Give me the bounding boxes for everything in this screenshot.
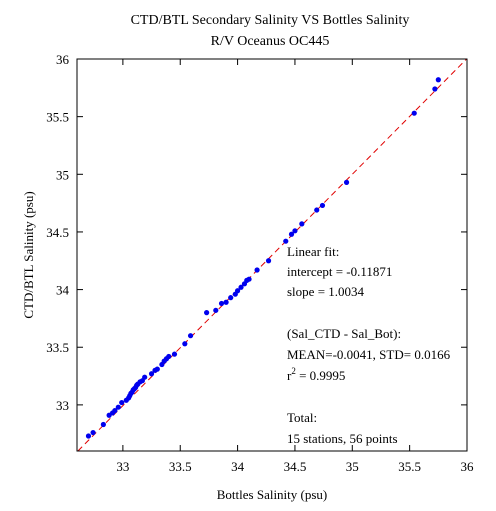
data-point (187, 333, 194, 339)
data-point (265, 258, 272, 264)
x-axis: 33 33.5 34 34.5 35 35.5 36 (116, 59, 474, 474)
chart-title: CTD/BTL Secondary Salinity VS Bottles Sa… (131, 13, 410, 28)
data-point (218, 300, 225, 307)
data-point (171, 351, 178, 357)
r-squared-symbol: r (287, 368, 292, 383)
data-point (314, 207, 320, 213)
data-point (343, 179, 350, 185)
data-point (204, 310, 210, 316)
data-point (254, 267, 260, 273)
data-point (246, 276, 252, 282)
data-point (223, 299, 229, 305)
data-point (182, 341, 188, 347)
data-point (154, 366, 160, 372)
y-tick-label: 35.5 (46, 110, 69, 125)
data-point (112, 408, 118, 414)
x-tick-label: 36 (461, 459, 475, 474)
fit-header-text: Linear fit: (287, 244, 339, 259)
r-squared-exponent: 2 (291, 366, 296, 376)
data-point (234, 288, 241, 294)
y-tick-label: 36 (56, 52, 70, 67)
data-point (115, 404, 121, 410)
data-point (148, 371, 155, 377)
y-tick-label: 34.5 (46, 225, 69, 240)
fit-slope-text: slope = 1.0034 (287, 284, 365, 299)
data-point (299, 221, 305, 227)
data-point (90, 429, 96, 436)
x-tick-label: 34 (231, 459, 245, 474)
data-point (432, 86, 438, 92)
data-point (319, 202, 326, 209)
y-axis: 33 33.5 34 34.5 35 35.5 36 (46, 52, 467, 413)
data-point (292, 228, 298, 234)
r-squared-text: r2 = 0.9995 (287, 366, 345, 383)
plot-area (77, 58, 467, 452)
data-point (238, 284, 244, 290)
x-axis-label: Bottles Salinity (psu) (217, 487, 328, 502)
data-point (119, 399, 125, 406)
data-point (213, 307, 219, 313)
y-tick-label: 33.5 (46, 340, 69, 355)
total-count-text: 15 stations, 56 points (287, 431, 398, 446)
data-point (288, 231, 295, 237)
diff-header-text: (Sal_CTD - Sal_Bot): (287, 326, 401, 341)
data-point (411, 110, 417, 116)
plot-frame (76, 58, 468, 452)
data-point (435, 77, 441, 83)
y-tick-label: 33 (56, 398, 69, 413)
diff-stats-text: MEAN=-0.0041, STD= 0.0166 (287, 347, 451, 362)
total-header-text: Total: (287, 410, 317, 425)
data-point (283, 238, 289, 244)
x-tick-label: 34.5 (284, 459, 307, 474)
r-squared-value: = 0.9995 (296, 368, 346, 383)
fit-annotation: Linear fit: intercept = -0.11871 slope =… (287, 244, 451, 446)
data-point (142, 374, 148, 380)
data-point (166, 353, 172, 360)
y-tick-label: 35 (56, 167, 69, 182)
chart-subtitle: R/V Oceanus OC445 (211, 34, 330, 49)
x-tick-label: 33.5 (169, 459, 192, 474)
x-tick-label: 33 (116, 459, 129, 474)
data-point (228, 295, 234, 301)
fit-line (77, 58, 467, 452)
x-tick-label: 35 (346, 459, 359, 474)
data-point (85, 433, 92, 439)
x-tick-label: 35.5 (398, 459, 421, 474)
y-tick-label: 34 (56, 283, 70, 298)
y-axis-label: CTD/BTL Salinity (psu) (21, 191, 36, 318)
data-point (100, 421, 106, 428)
fit-intercept-text: intercept = -0.11871 (287, 264, 392, 279)
